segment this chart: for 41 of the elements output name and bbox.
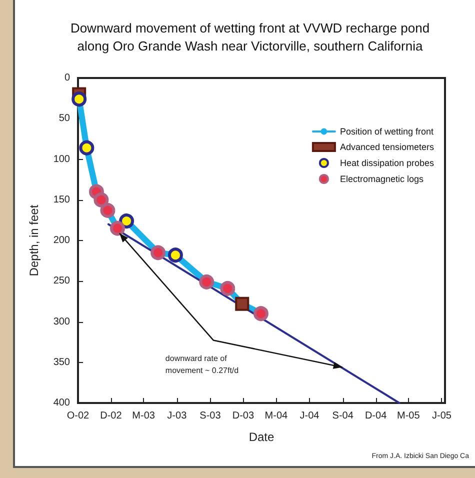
x-tick-label: M-05 xyxy=(397,410,420,422)
y-tick-label: 300 xyxy=(53,316,70,328)
x-tick-label: D-02 xyxy=(100,410,122,422)
point xyxy=(253,306,268,322)
x-tick-label: D-04 xyxy=(364,410,388,422)
y-tick-label: 150 xyxy=(53,194,70,206)
y-tick-label: 50 xyxy=(58,113,70,124)
x-tick-label: O-02 xyxy=(66,410,90,422)
x-tick-label: J-05 xyxy=(432,410,452,422)
point xyxy=(168,248,183,263)
y-axis-title: Depth, in feet xyxy=(27,204,41,276)
point xyxy=(94,192,109,208)
point xyxy=(199,274,214,290)
y-tick-label: 0 xyxy=(64,72,70,84)
x-tick-label: J-03 xyxy=(167,410,188,422)
y-tick-label: 350 xyxy=(53,356,70,368)
point xyxy=(235,296,250,311)
legend-label: Electromagnetic logs xyxy=(340,174,424,184)
x-tick-label: S-04 xyxy=(332,410,354,422)
y-tick-label: 400 xyxy=(53,398,70,408)
legend-label: Advanced tensiometers xyxy=(340,142,434,152)
x-tick-label: D-03 xyxy=(232,410,254,422)
point xyxy=(100,202,116,218)
x-tick-label: S-03 xyxy=(200,410,222,422)
x-tick-label: M-03 xyxy=(132,410,156,422)
x-tick-label: M-04 xyxy=(264,410,288,422)
legend-label: Position of wetting front xyxy=(340,126,434,136)
point xyxy=(119,214,134,228)
annotation: downward rate of movement ~ 0.27ft/d xyxy=(165,354,239,375)
point xyxy=(110,220,125,236)
point xyxy=(220,280,236,296)
y-tick-label: 100 xyxy=(53,154,70,165)
x-tick-label: J-04 xyxy=(300,410,320,422)
chart-title: Downward movement of wetting front at VVWD recharge pond along Oro Grande Wash near Victorville, southern California xyxy=(70,20,430,54)
x-axis-title: Date xyxy=(248,430,274,444)
point xyxy=(150,245,166,260)
y-tick-label: 200 xyxy=(53,235,70,246)
y-tick-label: 250 xyxy=(53,276,70,287)
point xyxy=(79,140,94,156)
legend-label: Heat dissipation probes xyxy=(340,158,434,168)
point xyxy=(72,92,87,107)
